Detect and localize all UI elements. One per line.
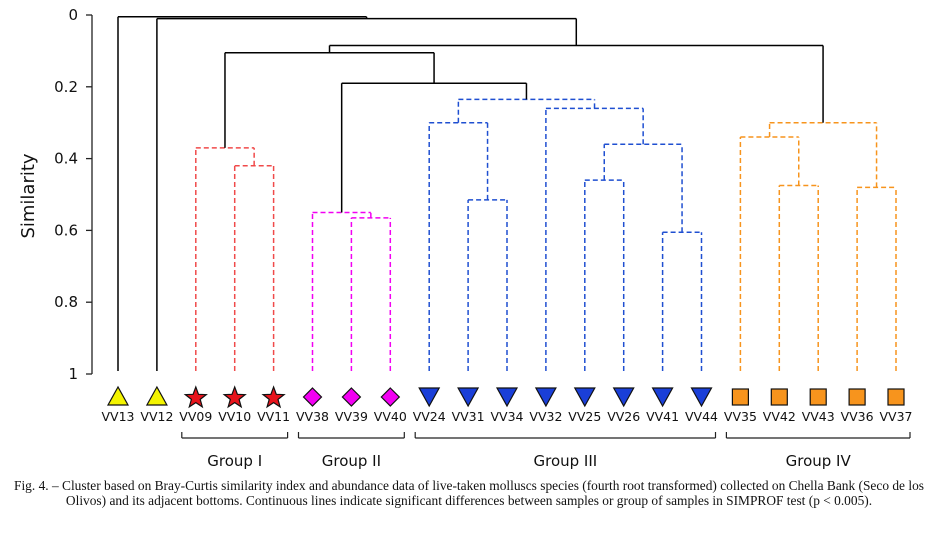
sample-label: VV42 (763, 409, 796, 424)
sample-label: VV40 (374, 409, 407, 424)
star-marker (183, 385, 208, 409)
sample-markers (106, 385, 905, 409)
triangle-down-marker (573, 387, 596, 408)
diamond-marker (380, 387, 401, 407)
triangle-up-marker (145, 385, 168, 406)
sample-label: VV37 (879, 409, 912, 424)
y-tick-label: 0.4 (54, 150, 78, 168)
sample-label: VV12 (140, 409, 173, 424)
diamond-marker (302, 387, 323, 407)
y-tick-label: 0.2 (54, 78, 78, 96)
group-label: Group IV (786, 452, 852, 470)
sample-label: VV31 (452, 409, 485, 424)
sample-label: VV32 (529, 409, 562, 424)
triangle-down-marker (418, 387, 441, 408)
sample-label: VV39 (335, 409, 368, 424)
triangle-down-marker (690, 387, 713, 408)
sample-label: VV11 (257, 409, 290, 424)
square-marker (809, 388, 827, 406)
triangle-down-marker (651, 387, 674, 408)
sample-label: VV10 (218, 409, 251, 424)
sample-label: VV25 (568, 409, 601, 424)
sample-label: VV26 (607, 409, 640, 424)
sample-label: VV44 (685, 409, 718, 424)
triangle-down-marker (457, 387, 480, 408)
y-tick-label: 0 (68, 6, 78, 24)
sample-labels: VV13 VV12 VV09 VV10 VV11 VV38 VV39 VV40 VV24 VV31… (101, 409, 912, 424)
triangle-down-marker (495, 387, 519, 408)
sample-label: VV38 (296, 409, 329, 424)
sample-label: VV35 (724, 409, 757, 424)
square-marker (887, 388, 905, 406)
group-label: Group I (207, 452, 262, 470)
triangle-up-marker (106, 385, 130, 406)
square-marker (731, 388, 750, 406)
y-tick-label: 1 (68, 365, 78, 383)
sample-label: VV36 (841, 409, 874, 424)
triangle-down-marker (534, 387, 557, 408)
y-tick-label: 0.8 (54, 293, 78, 311)
square-marker (770, 388, 788, 406)
sample-label: VV09 (179, 409, 212, 424)
sample-label: VV24 (413, 409, 446, 424)
square-marker (848, 388, 866, 406)
y-axis: 0 0.2 0.4 0.6 0.8 1 Similarity (18, 6, 93, 383)
sample-label: VV43 (802, 409, 835, 424)
group-brackets: Group I Group II Group III Group IV (181, 432, 911, 470)
diamond-marker (341, 387, 362, 407)
star-marker (261, 385, 286, 409)
y-axis-title: Similarity (18, 153, 39, 238)
figure-caption: Fig. 4. – Cluster based on Bray-Curtis s… (14, 478, 924, 508)
triangle-down-marker (612, 387, 635, 408)
sample-label: VV41 (646, 409, 679, 424)
y-tick-label: 0.6 (54, 221, 78, 239)
sample-label: VV34 (490, 409, 523, 424)
sample-label: VV13 (101, 409, 134, 424)
group-label: Group III (533, 452, 597, 470)
star-marker (222, 385, 247, 409)
dendrogram-branches (117, 16, 897, 371)
group-label: Group II (322, 452, 381, 470)
